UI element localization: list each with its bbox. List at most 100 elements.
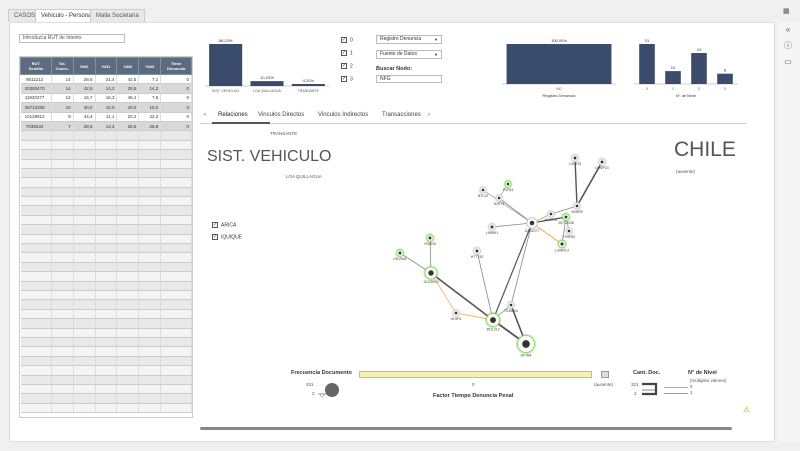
table-cell: 14 (51, 83, 74, 94)
rut-search-input[interactable]: Introduzca RUT de Interés (19, 34, 125, 43)
chart-bar[interactable] (209, 44, 243, 86)
table-row-empty (20, 177, 192, 188)
warning-icon[interactable]: ⚠ (743, 405, 751, 414)
table-cell (138, 243, 162, 254)
table-cell (138, 205, 162, 216)
table-cell: 7,1 (138, 74, 162, 85)
grid-icon[interactable]: ▦ (783, 8, 790, 15)
table-cell (20, 149, 52, 160)
table-row[interactable]: 7035534 7 28,5 14,2 28,5 28,8 0 (20, 121, 192, 132)
tab-vehiculo-persona[interactable]: Vehiculo - Persona (35, 9, 98, 22)
table-cell (138, 140, 162, 151)
level-filter-checkbox-3[interactable]: ✓ 3 (341, 76, 353, 82)
registro-denuncia-dropdown[interactable]: Registro Denuncia ▼ (376, 35, 442, 44)
table-cell (138, 177, 162, 188)
table-row[interactable]: 25713338 10 40,0 10,0 40,0 10,0 0 (20, 102, 192, 113)
column-header[interactable]: %N3 (138, 57, 162, 75)
table-cell (20, 177, 52, 188)
level-filter-checkbox-1[interactable]: ✓ 1 (341, 50, 353, 56)
category-label: 0 (646, 87, 648, 91)
table-row[interactable]: 11932277 12 16,7 16,3 46,1 7,6 0 (20, 93, 192, 104)
table-row[interactable]: 10128912 9 44,4 11,1 22,2 22,2 0 (20, 112, 192, 122)
column-header[interactable]: %N1 (94, 57, 118, 75)
column-header[interactable]: %N0 (72, 57, 96, 75)
column-header[interactable]: RUT Semilla (20, 57, 52, 75)
graph-edge (430, 272, 457, 314)
table-cell (95, 299, 118, 310)
table-cell (51, 140, 74, 151)
category-label: 1 (672, 87, 674, 91)
table-cell (73, 140, 96, 151)
filter-arica-checkbox[interactable]: ✓ ARICA (212, 222, 236, 228)
table-cell (51, 309, 74, 320)
level-filter-checkbox-2[interactable]: ✓ 2 (341, 63, 353, 69)
column-header[interactable]: Tot. Conex. (50, 57, 74, 75)
table-cell (73, 346, 96, 357)
chart-bar[interactable] (639, 44, 655, 84)
info-icon[interactable]: ⓘ (784, 41, 792, 50)
table-row[interactable]: 9511212 14 28,5 21,4 42,5 7,1 0 (20, 74, 192, 85)
table-cell (160, 224, 192, 235)
chart-bar[interactable] (291, 84, 325, 86)
cant-doc-title: Cant. Doc. (633, 370, 661, 376)
tabs-prev-button[interactable]: ‹ (204, 112, 206, 118)
graph-node-label: HL5P6 (451, 317, 462, 321)
table-cell (20, 196, 52, 207)
table-cell (95, 159, 118, 169)
buscar-nodo-input[interactable]: NFG (376, 75, 442, 83)
fuente-datos-dropdown[interactable]: Fuente de Datos ▼ (376, 50, 442, 59)
table-cell: 42,5 (73, 83, 96, 94)
check-icon: ✓ (341, 50, 347, 56)
table-cell (138, 149, 162, 160)
chevron-down-icon: ▼ (434, 52, 438, 57)
table-cell (95, 130, 118, 141)
table-cell (138, 393, 162, 404)
table-row-empty (20, 309, 192, 320)
filter-iquique-checkbox[interactable]: ✓ IQUIQUE (212, 234, 242, 240)
chart-bar[interactable] (691, 53, 707, 84)
table-cell (95, 356, 118, 367)
table-cell (95, 318, 118, 329)
graph-edge (498, 197, 533, 224)
chart-bar[interactable] (717, 73, 733, 84)
right-toolbar: « ⓘ ▭ (778, 22, 800, 442)
table-row[interactable]: 20380470 14 42,5 14,2 28,5 14,2 0 (20, 83, 192, 94)
collapse-icon[interactable]: « (785, 25, 791, 34)
vehicle-person-icon (567, 229, 571, 233)
table-cell (138, 299, 162, 310)
destino-bar-chart: 88,23% SIST. VEHICULO 10,23% LOA QUILLAGUA 4… (205, 38, 329, 93)
tab-transacciones[interactable]: Transacciones (382, 112, 421, 118)
tabs-next-button[interactable]: › (428, 112, 430, 118)
table-cell (138, 328, 162, 338)
table-cell: 16,7 (73, 93, 96, 104)
table-cell (51, 262, 74, 273)
table-cell (20, 262, 52, 273)
buscar-nodo-label: Buscar Nodo: (376, 66, 413, 72)
tab-malla-societaria[interactable]: Malla Societaria (90, 9, 145, 22)
tab-vinculos-indirectos[interactable]: Vinculos Indirectos (318, 112, 369, 118)
graph-node-label: P1F64 (503, 188, 513, 192)
column-header[interactable]: Tiene Denuncia (160, 57, 192, 75)
graph-edge (550, 205, 578, 215)
table-cell (160, 243, 192, 254)
network-graph[interactable]: L3H8T6 L6WP23 P1F64 B7L10 JDR74 BV8R5 L5H891 11… (380, 150, 620, 365)
table-row-empty (20, 337, 192, 348)
table-cell (51, 224, 74, 235)
table-cell: 0 (160, 93, 192, 104)
table-cell (116, 187, 140, 198)
chart-bar[interactable] (250, 81, 284, 86)
chart-bar[interactable] (506, 44, 612, 84)
column-header[interactable]: %N2 (116, 57, 140, 75)
level-filter-checkbox-0[interactable]: ✓ 0 (341, 37, 353, 43)
comment-icon[interactable]: ▭ (784, 57, 792, 66)
chart-bar[interactable] (665, 71, 681, 84)
table-cell (51, 299, 74, 310)
table-row-empty (20, 318, 192, 329)
horizontal-scrollbar[interactable] (200, 427, 732, 430)
tab-vinculos-directos[interactable]: Vinculos Directos (258, 112, 305, 118)
table-cell: 9511212 (20, 74, 52, 85)
tab-relaciones[interactable]: Relaciones (218, 112, 248, 118)
table-cell (116, 252, 140, 263)
table-cell (20, 243, 52, 254)
graph-edge (491, 222, 533, 228)
